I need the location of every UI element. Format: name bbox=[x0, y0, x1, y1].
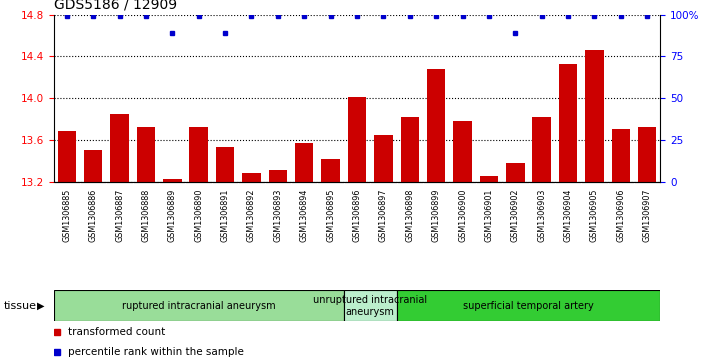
Text: superficial temporal artery: superficial temporal artery bbox=[463, 301, 594, 311]
Text: GSM1306895: GSM1306895 bbox=[326, 189, 335, 242]
Bar bbox=[242, 173, 261, 363]
Text: GSM1306885: GSM1306885 bbox=[62, 189, 71, 242]
Bar bbox=[216, 147, 234, 363]
Text: GSM1306899: GSM1306899 bbox=[432, 189, 441, 242]
Text: GSM1306886: GSM1306886 bbox=[89, 189, 98, 242]
Bar bbox=[427, 69, 446, 363]
Text: percentile rank within the sample: percentile rank within the sample bbox=[68, 347, 244, 357]
Bar bbox=[612, 129, 630, 363]
Bar bbox=[189, 127, 208, 363]
Text: GSM1306894: GSM1306894 bbox=[300, 189, 308, 242]
Bar bbox=[506, 163, 525, 363]
Text: GSM1306898: GSM1306898 bbox=[406, 189, 414, 242]
Text: GSM1306901: GSM1306901 bbox=[484, 189, 493, 242]
Text: ▶: ▶ bbox=[37, 301, 45, 311]
Text: GSM1306907: GSM1306907 bbox=[643, 189, 652, 242]
Text: GSM1306904: GSM1306904 bbox=[563, 189, 573, 242]
Bar bbox=[533, 117, 551, 363]
Text: GSM1306897: GSM1306897 bbox=[379, 189, 388, 242]
Text: transformed count: transformed count bbox=[68, 327, 166, 337]
Text: ruptured intracranial aneurysm: ruptured intracranial aneurysm bbox=[122, 301, 276, 311]
Bar bbox=[348, 97, 366, 363]
Bar bbox=[585, 50, 604, 363]
Text: GSM1306906: GSM1306906 bbox=[616, 189, 625, 242]
Bar bbox=[136, 127, 155, 363]
Bar bbox=[559, 64, 578, 363]
Text: GSM1306903: GSM1306903 bbox=[537, 189, 546, 242]
Bar bbox=[344, 290, 396, 321]
Text: GSM1306905: GSM1306905 bbox=[590, 189, 599, 242]
Text: unruptured intracranial
aneurysm: unruptured intracranial aneurysm bbox=[313, 295, 427, 317]
Text: GSM1306887: GSM1306887 bbox=[115, 189, 124, 242]
Text: GSM1306896: GSM1306896 bbox=[353, 189, 361, 242]
Text: GSM1306900: GSM1306900 bbox=[458, 189, 467, 242]
Text: GSM1306888: GSM1306888 bbox=[141, 189, 151, 242]
Text: tissue: tissue bbox=[4, 301, 36, 311]
Text: GSM1306892: GSM1306892 bbox=[247, 189, 256, 242]
Bar bbox=[321, 159, 340, 363]
Bar bbox=[84, 150, 102, 363]
Bar bbox=[58, 131, 76, 363]
Bar bbox=[163, 179, 181, 363]
Text: GSM1306893: GSM1306893 bbox=[273, 189, 282, 242]
Bar bbox=[480, 176, 498, 363]
Bar bbox=[374, 135, 393, 363]
Bar bbox=[453, 121, 472, 363]
Text: GSM1306890: GSM1306890 bbox=[194, 189, 203, 242]
Text: GSM1306902: GSM1306902 bbox=[511, 189, 520, 242]
Bar bbox=[54, 290, 344, 321]
Bar bbox=[401, 117, 419, 363]
Text: GSM1306891: GSM1306891 bbox=[221, 189, 230, 242]
Bar bbox=[396, 290, 660, 321]
Bar bbox=[110, 114, 129, 363]
Bar bbox=[638, 127, 656, 363]
Text: GSM1306889: GSM1306889 bbox=[168, 189, 177, 242]
Text: GDS5186 / 12909: GDS5186 / 12909 bbox=[54, 0, 176, 12]
Bar bbox=[295, 143, 313, 363]
Bar bbox=[268, 170, 287, 363]
